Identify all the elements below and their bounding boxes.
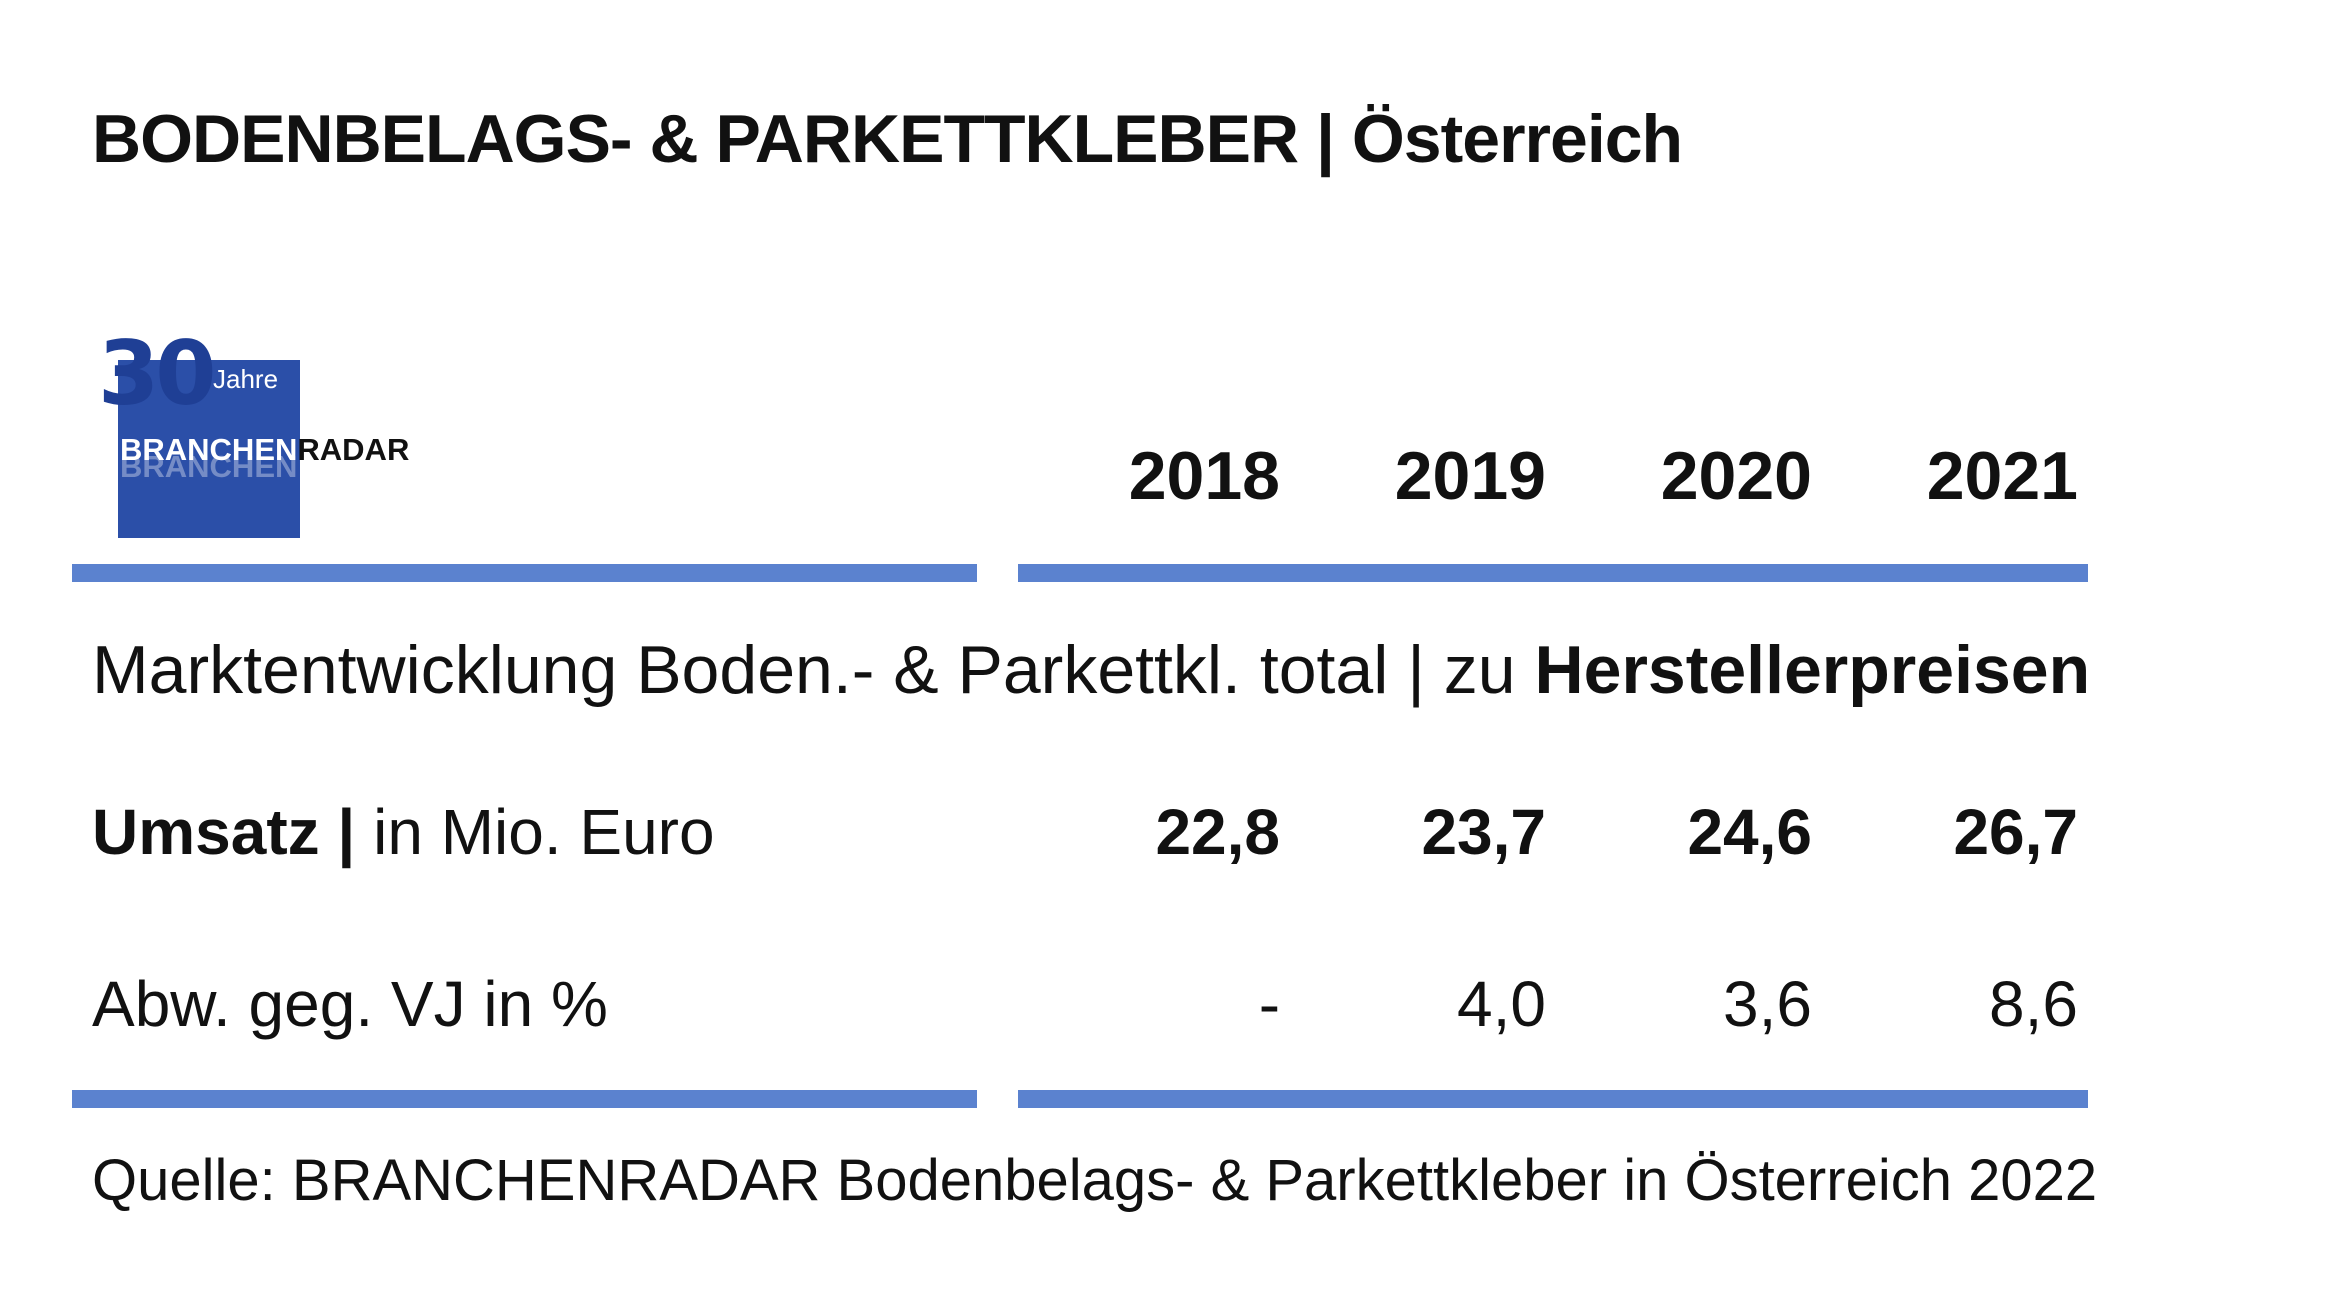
logo-box [118,360,300,538]
year-header: 2019 [1394,438,1546,514]
subtitle-bold: Herstellerpreisen [1534,632,2091,708]
logo-ghost-text: BRANCHEN [120,449,298,484]
abw-value: - [1258,968,1280,1040]
table-subtitle: Marktentwicklung Boden.- & Parkettkl. to… [92,636,2090,704]
umsatz-value: 26,7 [1953,796,2078,868]
subtitle-plain: Marktentwicklung Boden.- & Parkettkl. to… [92,632,1535,708]
year-header: 2018 [1128,438,1280,514]
umsatz-value: 23,7 [1421,796,1546,868]
umsatz-label-plain: in Mio. Euro [355,796,715,868]
divider-top-right [1018,564,2088,582]
logo-number: 30 [98,322,216,425]
logo-brand: BRANCHENRADAR [120,434,409,465]
logo-brand-part1: BRANCHEN [120,432,298,467]
abw-value: 4,0 [1457,968,1546,1040]
source-note: Quelle: BRANCHENRADAR Bodenbelags- & Par… [92,1148,2098,1213]
divider-bottom-left [72,1090,977,1108]
umsatz-value: 24,6 [1687,796,1812,868]
logo-brand-part2: RADAR [297,432,410,467]
year-header: 2021 [1926,438,2078,514]
divider-top-left [72,564,977,582]
abw-value: 8,6 [1989,968,2078,1040]
year-header: 2020 [1660,438,1812,514]
row-label-abw: Abw. geg. VJ in % [92,968,608,1040]
row-label-umsatz: Umsatz | in Mio. Euro [92,800,715,864]
logo-jahre: Jahre [213,364,279,394]
branchenradar-logo: 30 Jahre BRANCHEN BRANCHENRADAR [98,330,428,540]
page-title: BODENBELAGS- & PARKETTKLEBER | Österreic… [92,101,1683,177]
umsatz-label-bold: Umsatz | [92,796,356,868]
abw-value: 3,6 [1723,968,1812,1040]
umsatz-value: 22,8 [1155,796,1280,868]
divider-bottom-right [1018,1090,2088,1108]
